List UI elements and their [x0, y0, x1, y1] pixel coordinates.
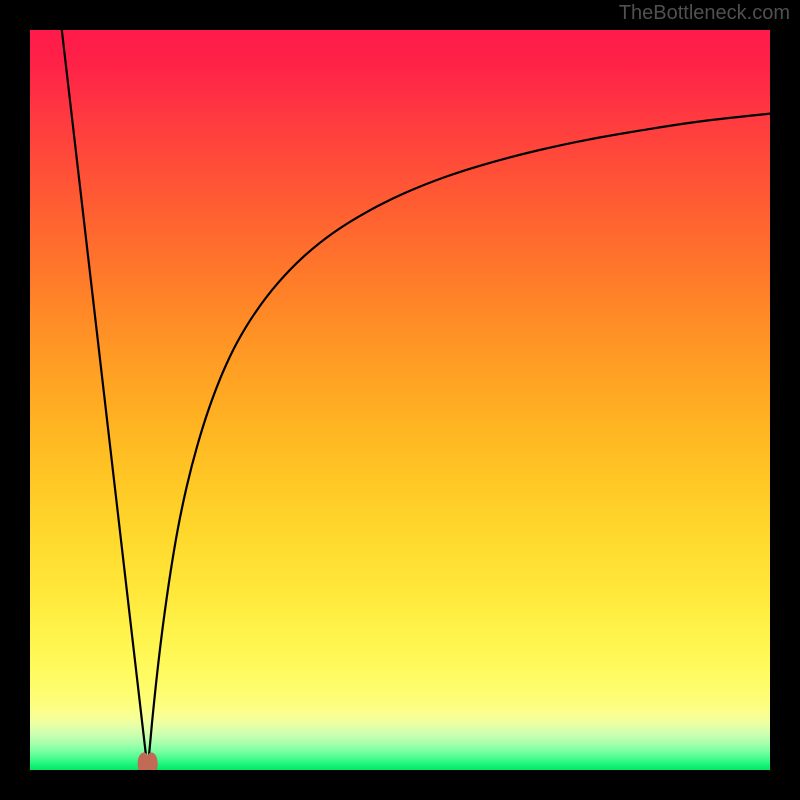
- chart-container: TheBottleneck.com: [0, 0, 800, 800]
- bottleneck-curve-chart: [0, 0, 800, 800]
- attribution-label: TheBottleneck.com: [619, 2, 790, 25]
- plot-background: [30, 30, 770, 770]
